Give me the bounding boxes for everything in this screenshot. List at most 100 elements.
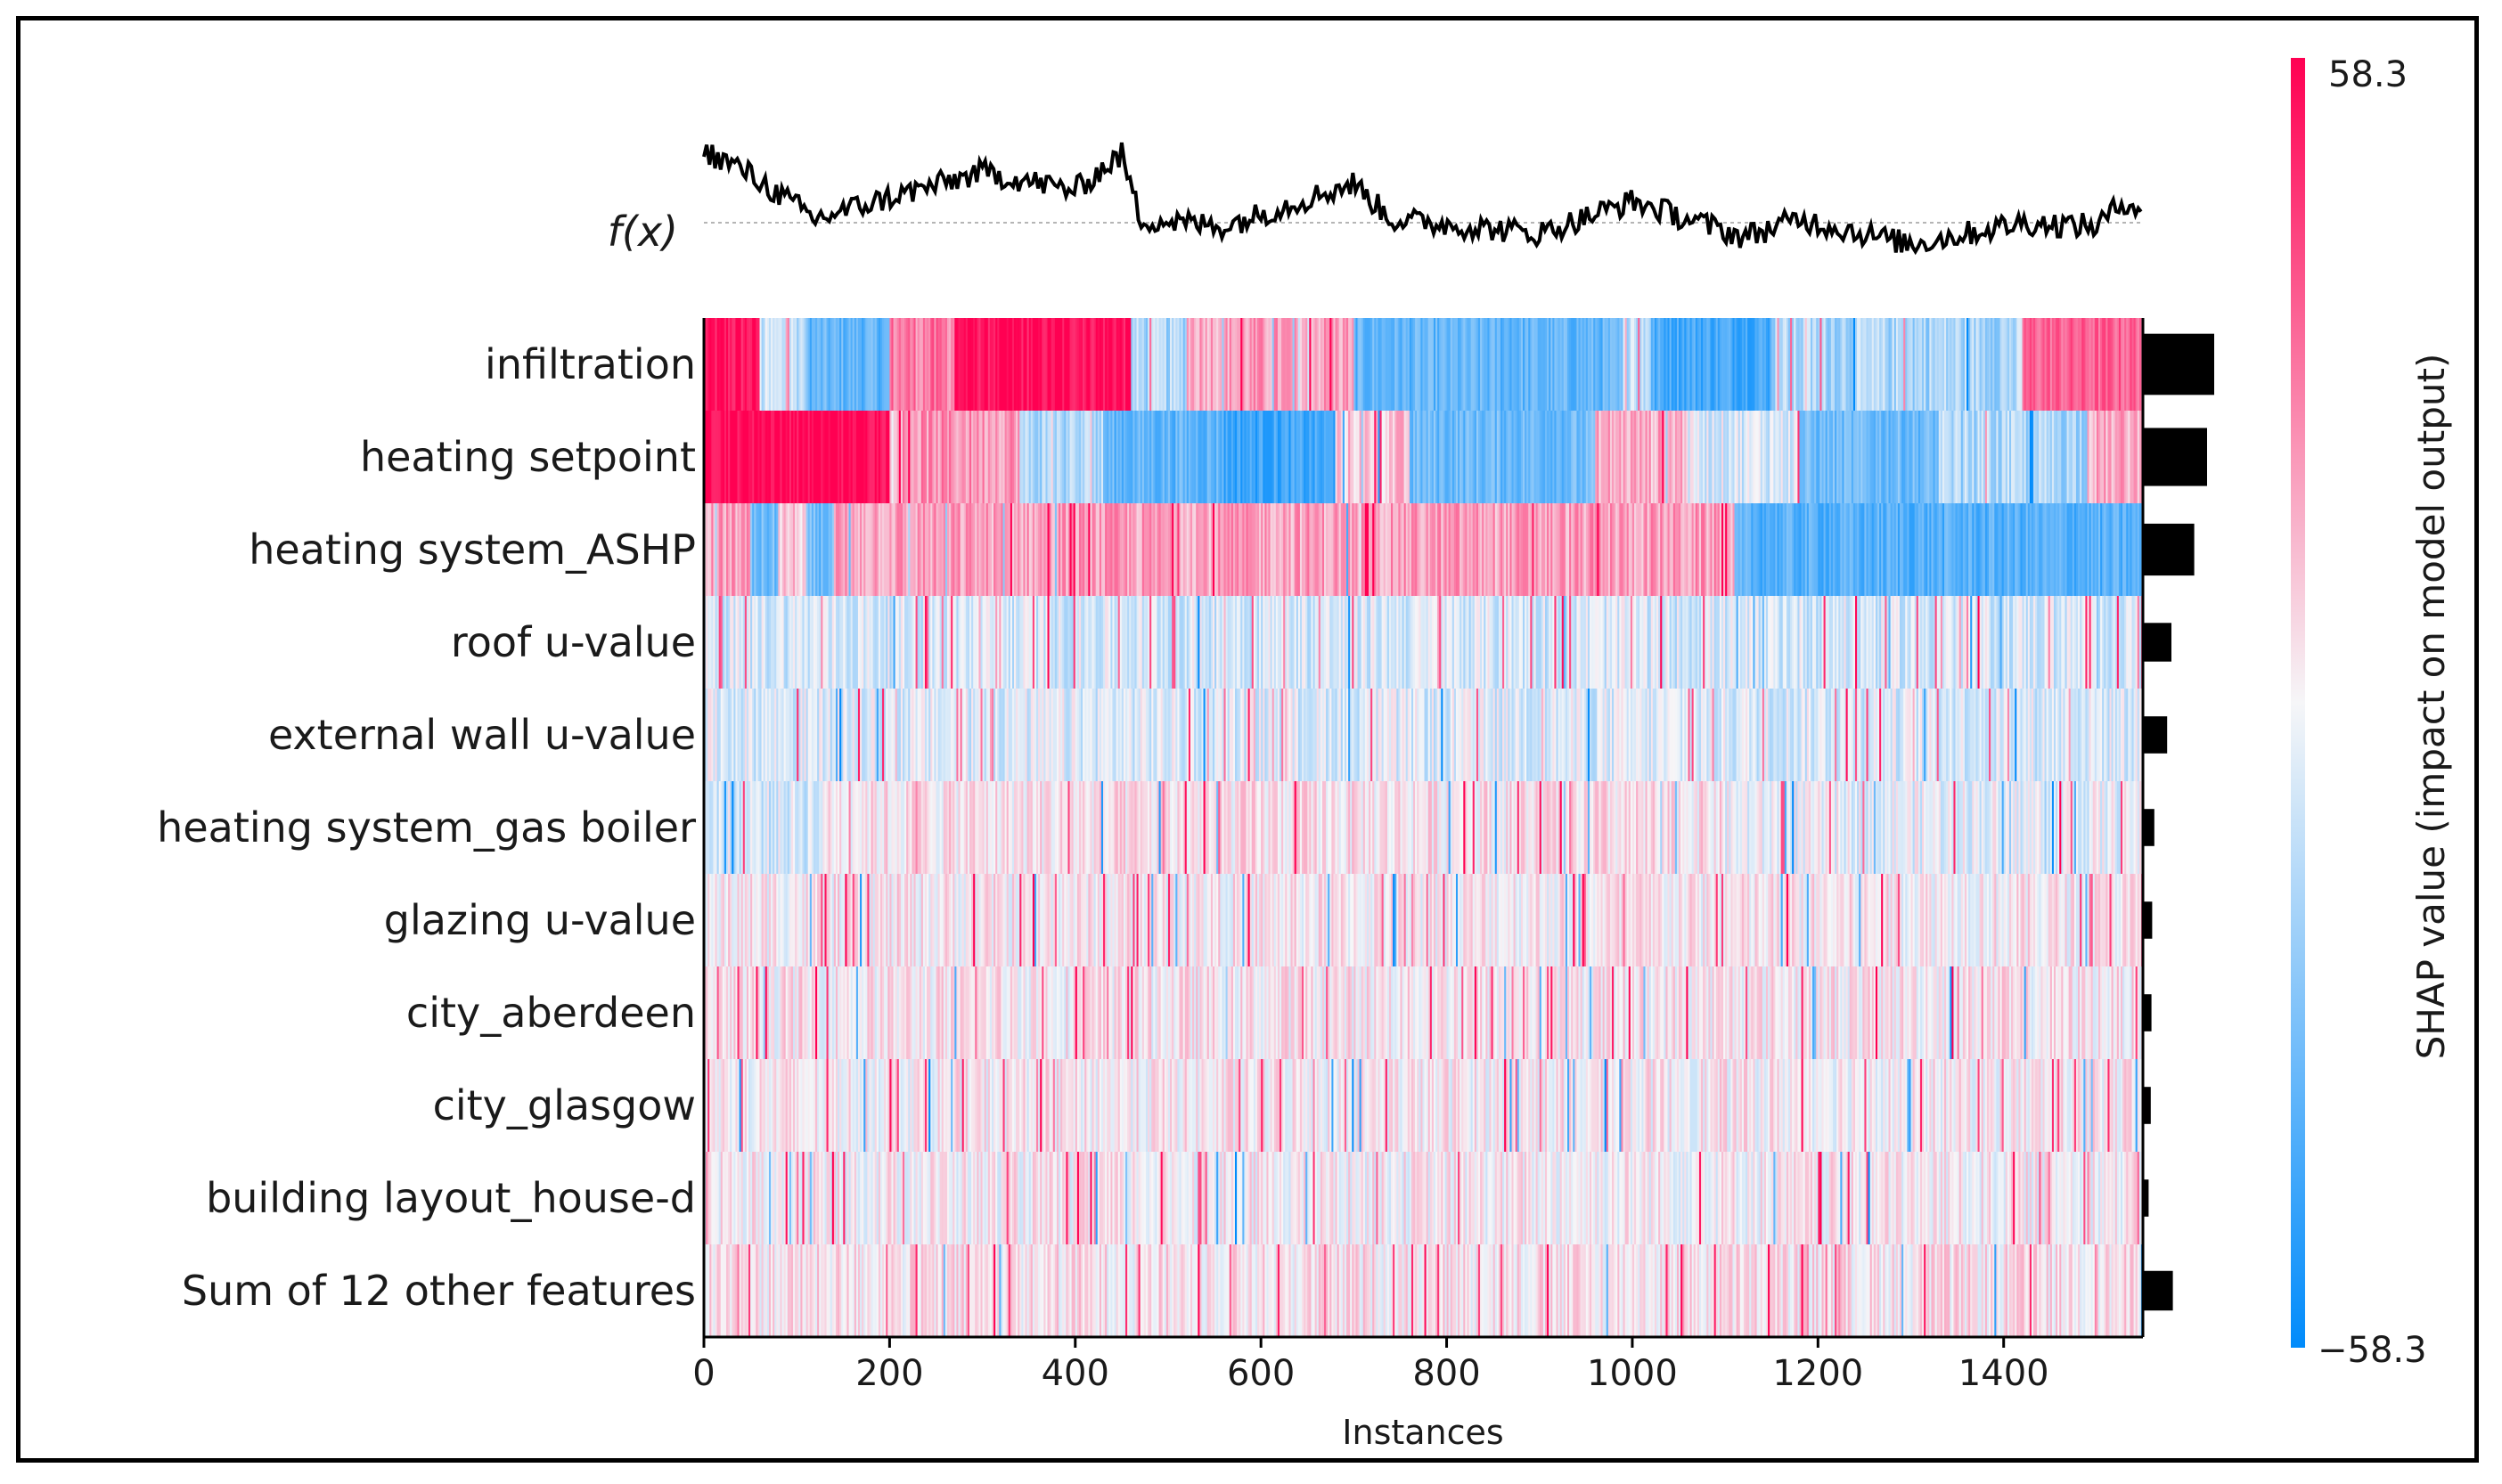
heatmap-cell: [1410, 503, 1414, 597]
heatmap-cell: [1955, 411, 1958, 504]
heatmap-cell: [1574, 503, 1578, 597]
heatmap-cell: [960, 411, 963, 504]
heatmap-cell: [1108, 503, 1111, 597]
heatmap-cell: [1868, 596, 1871, 689]
heatmap-cell: [1451, 596, 1455, 689]
heatmap-cell: [2096, 503, 2099, 597]
heatmap-cell: [839, 503, 842, 597]
heatmap-cell: [1520, 318, 1524, 412]
heatmap-cell: [1314, 596, 1318, 689]
heatmap-cell: [1081, 596, 1083, 689]
heatmap-cell: [1364, 318, 1368, 412]
heatmap-cell: [1151, 596, 1154, 689]
heatmap-cell: [1624, 411, 1628, 504]
heatmap-cell: [902, 318, 905, 412]
heatmap-cell: [1739, 411, 1743, 504]
heatmap-cell: [1160, 596, 1164, 689]
heatmap-cell: [1076, 596, 1080, 689]
heatmap-cell: [1701, 411, 1704, 504]
heatmap-cell: [730, 503, 732, 597]
heatmap-cell: [2063, 411, 2066, 504]
heatmap-cell: [1743, 411, 1746, 504]
heatmap-cell: [746, 318, 749, 412]
heatmap-cell: [1112, 318, 1116, 412]
heatmap-cell: [936, 503, 939, 597]
heatmap-cell: [1222, 411, 1225, 504]
heatmap-cell: [783, 411, 787, 504]
heatmap-cell: [776, 503, 779, 597]
heatmap-cell: [956, 503, 960, 597]
heatmap-cell: [726, 596, 729, 689]
heatmap-cell: [1357, 411, 1361, 504]
heatmap-cell: [1489, 503, 1492, 597]
heatmap-cell: [1751, 503, 1754, 597]
heatmap-cell: [1888, 318, 1892, 412]
heatmap-cell: [1624, 318, 1628, 412]
heatmap-cell: [2094, 411, 2097, 504]
heatmap-cell: [2116, 318, 2120, 412]
heatmap-cell: [1201, 318, 1205, 412]
heatmap-cell: [1361, 596, 1364, 689]
heatmap-cell: [1533, 503, 1537, 597]
heatmap-cell: [2081, 411, 2084, 504]
heatmap-cell: [1239, 411, 1241, 504]
heatmap-cell: [969, 503, 972, 597]
heatmap-cell: [720, 596, 724, 689]
heatmap-cell: [1164, 596, 1167, 689]
heatmap-cell: [910, 503, 912, 597]
heatmap-cell: [1288, 596, 1292, 689]
heatmap-cell: [2031, 411, 2034, 504]
heatmap-cell: [949, 503, 952, 597]
heatmap-cell: [1567, 411, 1570, 504]
heatmap-cell: [1567, 596, 1570, 689]
heatmap-cell: [1256, 411, 1260, 504]
heatmap-cell: [1069, 596, 1073, 689]
heatmap-cell: [969, 318, 972, 412]
heatmap-cell: [965, 318, 969, 412]
heatmap-cell: [1288, 411, 1292, 504]
heatmap-cell: [1355, 411, 1359, 504]
heatmap-cell: [773, 596, 775, 689]
heatmap-cell: [1340, 596, 1344, 689]
heatmap-cell: [1004, 503, 1008, 597]
heatmap-cell: [1222, 503, 1225, 597]
heatmap-cell: [1689, 318, 1693, 412]
heatmap-cell: [1437, 503, 1440, 597]
heatmap-cell: [1393, 596, 1395, 689]
heatmap-cell: [1806, 411, 1810, 504]
heatmap-cell: [1426, 503, 1429, 597]
heatmap-cell: [1974, 503, 1977, 597]
heatmap-cell: [1431, 318, 1435, 412]
heatmap-cell: [1984, 503, 1988, 597]
heatmap-cell: [1598, 596, 1602, 689]
heatmap-cell: [1823, 318, 1827, 412]
heatmap-cell: [1167, 411, 1171, 504]
heatmap-cell: [2033, 503, 2036, 597]
heatmap-cell: [1451, 411, 1455, 504]
heatmap-cell: [919, 596, 922, 689]
heatmap-cell: [2116, 411, 2120, 504]
heatmap-cell: [2087, 318, 2090, 412]
heatmap-cell: [1609, 318, 1613, 412]
heatmap-cell: [711, 411, 715, 504]
heatmap-cell: [1008, 596, 1011, 689]
heatmap-cell: [1059, 503, 1061, 597]
heatmap-cell: [2061, 503, 2064, 597]
heatmap-cell: [1738, 411, 1741, 504]
heatmap-cell: [1638, 596, 1640, 689]
heatmap-cell: [1285, 596, 1288, 689]
heatmap-cell: [1049, 596, 1052, 689]
heatmap-cell: [1175, 503, 1178, 597]
heatmap-cell: [1043, 503, 1047, 597]
heatmap-cell: [2135, 503, 2138, 597]
heatmap-cell: [1563, 503, 1566, 597]
heatmap-cell: [1966, 503, 1969, 597]
heatmap-cell: [1844, 318, 1847, 412]
heatmap-cell: [1468, 596, 1472, 689]
heatmap-cell: [951, 503, 953, 597]
heatmap-cell: [1194, 503, 1197, 597]
heatmap-cell: [1273, 596, 1277, 689]
heatmap-cell: [1847, 596, 1851, 689]
heatmap-cell: [1674, 318, 1678, 412]
heatmap-cell: [1623, 411, 1626, 504]
